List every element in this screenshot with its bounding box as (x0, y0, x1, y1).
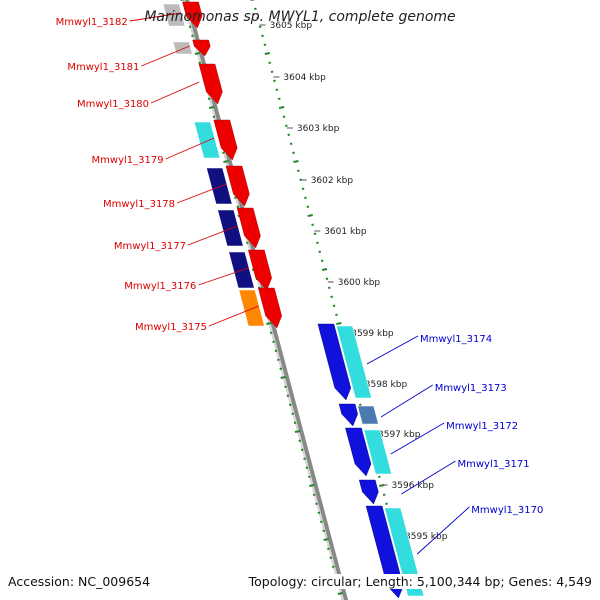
guide-tick (307, 214, 313, 217)
cog-box (172, 41, 193, 55)
forward-gene-label: Mmwyl1_3181 (67, 62, 139, 73)
forward-gene-arrow (236, 207, 261, 249)
reverse-gene-leader (380, 384, 433, 418)
reverse-gene-label: Mmwyl1_3170 (471, 505, 543, 516)
reverse-gene-leader (401, 460, 456, 495)
forward-gene-label: Mmwyl1_3175 (135, 322, 207, 333)
guide-tick (223, 160, 229, 163)
guide-tick (336, 322, 342, 325)
reverse-gene-label: Mmwyl1_3172 (446, 421, 518, 432)
kbp-label: 3603 kbp (297, 124, 340, 134)
accession-text: Accession: NC_009654 (8, 574, 151, 589)
kbp-label: 3595 kbp (405, 532, 448, 542)
forward-gene-arrow (192, 39, 211, 57)
forward-gene-arrow (182, 1, 203, 29)
forward-gene-label: Mmwyl1_3182 (56, 17, 128, 28)
cog-box (357, 405, 379, 425)
cog-box (217, 209, 244, 247)
forward-gene-leader (187, 225, 238, 246)
forward-gene-leader (176, 183, 227, 204)
guide-tick (280, 376, 286, 379)
guide-tick (294, 430, 301, 433)
reverse-gene-leader (366, 335, 419, 365)
guide-tick (309, 484, 315, 487)
reverse-gene-arrow (345, 427, 372, 477)
genome-summary-text: Topology: circular; Length: 5,100,344 bp… (248, 574, 592, 589)
reverse-gene-leader (390, 422, 445, 455)
kbp-label: 3597 kbp (378, 430, 421, 440)
kbp-label: 3604 kbp (283, 73, 326, 83)
guide-tick (208, 106, 215, 109)
forward-gene-leader (141, 45, 190, 67)
forward-gene-leader (198, 267, 249, 286)
forward-gene-label: Mmwyl1_3178 (103, 199, 175, 210)
forward-gene-arrow (258, 287, 282, 329)
kbp-label: 3605 kbp (270, 21, 313, 31)
forward-gene-label: Mmwyl1_3176 (124, 281, 196, 292)
forward-gene-leader (208, 305, 259, 327)
forward-gene-leader (150, 81, 200, 104)
guide-tick (266, 322, 272, 325)
map-title: Marinomonas sp. MWYL1, complete genome (144, 9, 456, 25)
forward-gene-arrow (213, 119, 238, 161)
cog-box (336, 325, 372, 399)
guide-tick (278, 106, 285, 109)
forward-gene-leader (129, 12, 182, 22)
reverse-gene-arrow (317, 323, 352, 401)
kbp-label: 3601 kbp (324, 227, 367, 237)
kbp-label: 3598 kbp (365, 380, 408, 390)
forward-gene-arrow (198, 63, 223, 105)
forward-gene-label: Mmwyl1_3180 (77, 99, 149, 110)
forward-gene-arrow (225, 165, 250, 207)
reverse-gene-leader (416, 506, 470, 555)
kbp-label: 3600 kbp (338, 278, 381, 288)
guide-tick (293, 160, 299, 163)
forward-gene-leader (165, 137, 215, 160)
cog-box (238, 289, 265, 327)
cog-box (206, 167, 233, 205)
reverse-gene-arrow (358, 479, 379, 505)
reverse-gene-label: Mmwyl1_3173 (435, 383, 507, 394)
guide-tick (264, 52, 271, 55)
cog-box (193, 121, 221, 159)
cog-box (363, 429, 392, 475)
forward-gene-label: Mmwyl1_3179 (92, 155, 164, 166)
forward-gene-label: Mmwyl1_3177 (114, 241, 186, 252)
guide-tick (323, 538, 329, 541)
forward-gene-arrow (248, 249, 272, 291)
reverse-gene-label: Mmwyl1_3171 (458, 459, 530, 470)
guide-tick (194, 52, 201, 55)
cog-box (162, 3, 186, 27)
reverse-gene-arrow (338, 403, 358, 427)
kbp-label: 3602 kbp (311, 176, 354, 186)
reverse-gene-label: Mmwyl1_3174 (420, 334, 492, 345)
guide-tick (337, 592, 344, 595)
kbp-label: 3599 kbp (351, 329, 394, 339)
guide-tick (321, 268, 328, 271)
kbp-label: 3596 kbp (392, 481, 435, 491)
